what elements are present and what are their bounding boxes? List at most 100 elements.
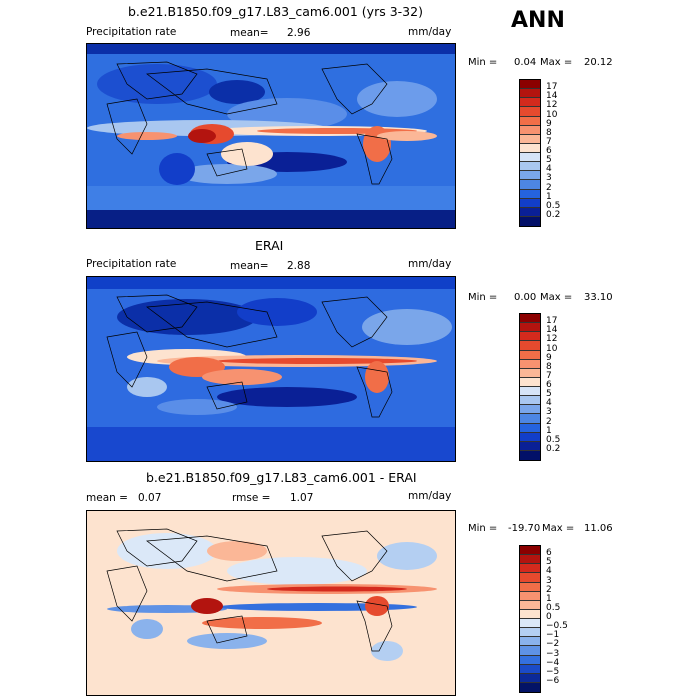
colorbar-tick-label: 12 [546,334,558,345]
colorbar-tick-label: 5 [546,389,552,400]
colorbar-tick-label: 7 [546,370,552,381]
colorbar-segment [520,125,540,135]
panel-2-mean-value: 2.88 [287,260,311,272]
colorbar-segment [520,423,540,433]
colorbar-segment [520,682,540,692]
colorbar-segment [520,116,540,126]
colorbar-tick-label: 3 [546,173,552,184]
panel-3-mean-label: mean = [86,492,128,504]
colorbar-tick-label: 6 [546,380,552,390]
colorbar-tick-label: 6 [546,146,552,156]
colorbar-segment [520,368,540,378]
colorbar-tick-label: 0.5 [546,434,561,445]
panel-1-min-value: 0.04 [514,57,537,68]
colorbar-tick-label: 5 [546,155,552,166]
colorbar-segment [520,619,540,629]
colorbar-segment [520,314,540,324]
panel-3-map [86,510,456,696]
panel-3-max-label: Max = [542,523,575,534]
colorbar-segment [520,89,540,99]
panel-2-min-label: Min = [468,292,498,303]
colorbar-tick-label: −5 [546,666,560,677]
colorbar-tick-label: −1 [546,630,560,641]
colorbar-segment [520,98,540,108]
panel-3-units: mm/day [408,490,452,502]
colorbar-tick-label: 4 [546,164,552,175]
colorbar-segment [520,153,540,163]
colorbar-segment [520,414,540,424]
colorbar-tick-label: −6 [546,675,560,686]
colorbar-segment [520,198,540,208]
colorbar-segment [520,582,540,592]
colorbar-segment [520,646,540,656]
colorbar-segment [520,396,540,406]
colorbar-tick-label: 10 [546,109,558,120]
colorbar-tick-label: 8 [546,361,552,372]
colorbar-segment [520,350,540,360]
panel-2-map [86,276,456,462]
season-label: ANN [511,8,565,33]
colorbar-segment [520,628,540,638]
colorbar-tick-label: 10 [546,343,558,354]
colorbar-tick-label: 1 [546,191,552,202]
colorbar-segment [520,134,540,144]
panel-1-variable-label: Precipitation rate [86,26,177,38]
colorbar-segment [520,573,540,583]
colorbar-tick-label: −0.5 [546,621,568,632]
panel-1-title: b.e21.B1850.f09_g17.L83_cam6.001 (yrs 3-… [128,4,423,19]
colorbar-tick-label: −4 [546,657,560,668]
panel-1-units: mm/day [408,26,452,38]
panel-1-mean-label: mean= [230,27,269,39]
colorbar-tick-label: 6 [546,548,552,559]
colorbar-tick-label: 3 [546,407,552,418]
colorbar-tick-label: 1 [546,425,552,436]
colorbar-segment [520,216,540,226]
colorbar-segment [520,664,540,674]
colorbar-tick-label: 0.5 [546,200,561,211]
panel-1-map [86,43,456,229]
panel-3-max-value: 11.06 [584,523,613,534]
colorbar-segment [520,564,540,574]
colorbar-segment [520,207,540,217]
colorbar-tick-label: 14 [546,325,558,336]
panel-1-max-label: Max = [540,57,573,68]
panel-1-mean-value: 2.96 [287,27,311,39]
colorbar-segment [520,189,540,199]
colorbar-tick-label: 0 [546,612,552,622]
colorbar-segment [520,180,540,190]
colorbar-tick-label: 2 [546,416,552,427]
colorbar-segment [520,546,540,556]
panel-3-mean-value: 0.07 [138,492,162,504]
colorbar-segment [520,143,540,153]
colorbar-tick-label: 9 [546,118,552,129]
panel-2-max-value: 33.10 [584,292,613,303]
colorbar-segment [520,323,540,333]
colorbar-tick-label: 0.2 [546,443,561,454]
panel-3-colorbar [519,545,541,693]
panel-2-variable-label: Precipitation rate [86,258,177,270]
colorbar-tick-label: 9 [546,352,552,363]
colorbar-tick-label: 12 [546,100,558,111]
colorbar-segment [520,637,540,647]
colorbar-segment [520,432,540,442]
colorbar-segment [520,341,540,351]
colorbar-segment [520,80,540,90]
panel-3-min-label: Min = [468,523,498,534]
colorbar-segment [520,377,540,387]
panel-3-title: b.e21.B1850.f09_g17.L83_cam6.001 - ERAI [146,470,417,485]
colorbar-segment [520,609,540,619]
panel-3-rmse-value: 1.07 [290,492,314,504]
colorbar-segment [520,387,540,397]
colorbar-tick-label: 4 [546,398,552,409]
panel-1-max-value: 20.12 [584,57,613,68]
colorbar-segment [520,405,540,415]
colorbar-tick-label: −3 [546,648,560,659]
colorbar-tick-label: 7 [546,136,552,147]
colorbar-segment [520,171,540,181]
colorbar-tick-label: 1 [546,593,552,604]
colorbar-tick-label: 5 [546,557,552,568]
colorbar-segment [520,162,540,172]
colorbar-segment [520,107,540,117]
panel-2-title: ERAI [255,238,284,253]
colorbar-segment [520,441,540,451]
